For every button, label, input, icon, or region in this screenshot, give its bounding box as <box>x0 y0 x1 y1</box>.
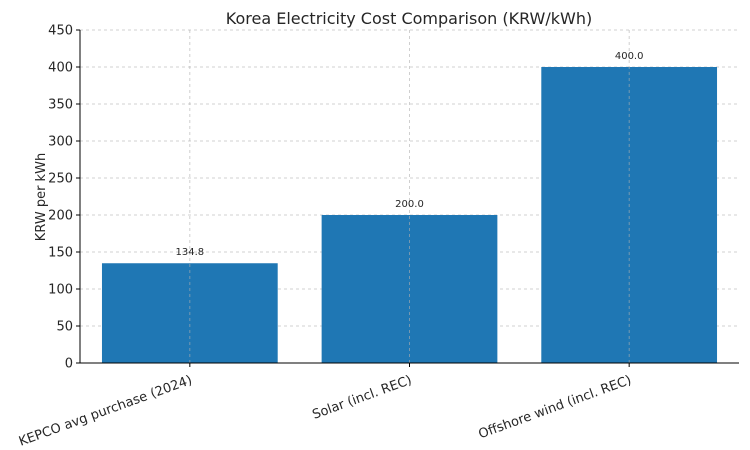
x-tick-label: Offshore wind (incl. REC) <box>477 373 634 442</box>
y-tick-label: 50 <box>56 320 73 335</box>
y-tick-label: 350 <box>48 98 73 113</box>
data-labels: 134.8 200.0 400.0 <box>176 51 644 258</box>
data-label: 200.0 <box>395 199 424 210</box>
y-tick-label: 450 <box>48 24 73 39</box>
y-ticks: 0 50 100 150 200 250 300 350 400 450 <box>48 24 80 372</box>
y-axis-label: KRW per kWh <box>34 153 49 241</box>
data-label: 134.8 <box>176 247 205 258</box>
y-tick-label: 250 <box>48 172 73 187</box>
y-tick-label: 150 <box>48 246 73 261</box>
chart-title: Korea Electricity Cost Comparison (KRW/k… <box>226 9 592 28</box>
y-tick-label: 0 <box>65 357 73 372</box>
x-tick-label: KEPCO avg purchase (2024) <box>17 373 194 450</box>
y-tick-label: 300 <box>48 135 73 150</box>
y-tick-label: 400 <box>48 61 73 76</box>
vertical-grid <box>189 30 630 363</box>
y-tick-label: 100 <box>48 283 73 298</box>
x-tick-label: Solar (incl. REC) <box>310 373 413 423</box>
x-ticks: KEPCO avg purchase (2024) Solar (incl. RE… <box>17 363 634 450</box>
y-tick-label: 200 <box>48 209 73 224</box>
data-label: 400.0 <box>615 51 644 62</box>
